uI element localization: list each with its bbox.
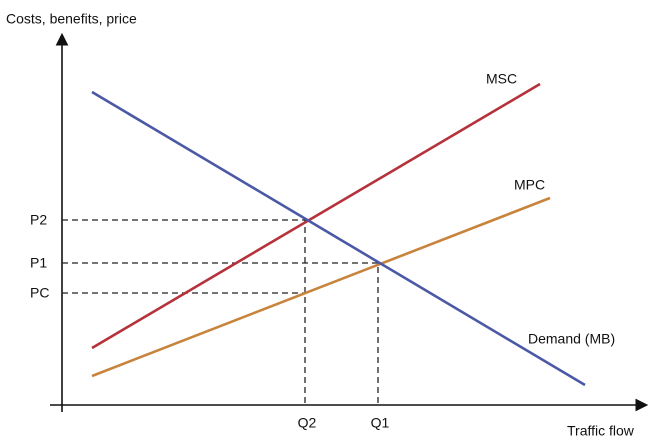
x-axis-label: Traffic flow [567, 423, 635, 439]
y-axis-label: Costs, benefits, price [6, 11, 137, 27]
msc-curve [91, 82, 541, 350]
quantity-label: Q2 [298, 415, 317, 431]
mpc-curve [91, 196, 551, 378]
p2-q2-guide [62, 219, 306, 405]
price-label: P2 [30, 212, 47, 228]
price-label: P1 [30, 255, 47, 271]
mpc-label: MPC [514, 177, 545, 193]
price-label: PC [30, 285, 49, 301]
demand-label: Demand (MB) [528, 331, 615, 347]
msc-label: MSC [486, 71, 517, 87]
quantity-label: Q1 [371, 415, 390, 431]
demand-curve [91, 90, 586, 387]
